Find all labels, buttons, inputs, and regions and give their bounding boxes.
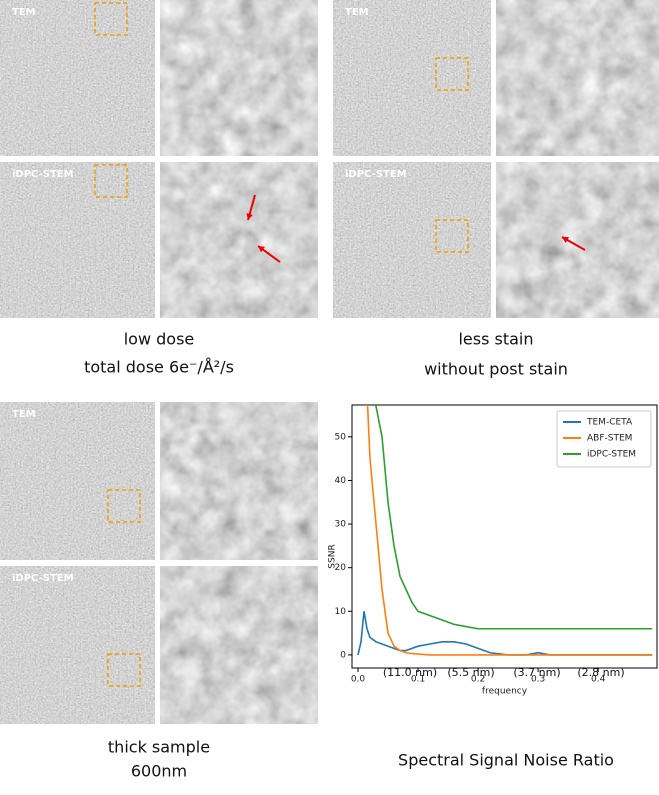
annotation: (3.7 nm) <box>513 666 560 679</box>
arrow-head <box>562 237 569 243</box>
arrow-head <box>258 246 265 253</box>
zoom-image <box>160 0 318 156</box>
region-box <box>107 653 141 687</box>
x-tick-label: 0.4 <box>591 675 606 685</box>
series-line <box>374 405 653 630</box>
region-box <box>435 219 469 253</box>
tile-label: TEM <box>12 409 36 420</box>
x-tick-label: 0.0 <box>351 675 366 685</box>
region-box <box>94 164 128 198</box>
region-box <box>435 57 469 91</box>
x-axis-label: frequency <box>482 687 528 697</box>
y-axis-label: SSNR <box>328 544 338 568</box>
caption: 600nm <box>131 762 187 781</box>
annotation: (5.5 nm) <box>447 666 494 679</box>
micrograph <box>0 402 155 560</box>
x-tick-label: 0.2 <box>471 675 485 685</box>
region-box <box>94 2 128 36</box>
caption: total dose 6e⁻/Å²/s <box>84 358 234 377</box>
series-group <box>357 405 653 656</box>
micrograph <box>0 0 155 156</box>
x-tick-label: 0.1 <box>411 675 425 685</box>
zoom-image <box>160 566 318 724</box>
annotation: (11.0 nm) <box>383 666 437 679</box>
micrograph <box>333 0 491 156</box>
region-box <box>107 489 141 523</box>
arrow-head <box>246 213 253 220</box>
micrograph <box>333 162 491 318</box>
tile-label: iDPC-STEM <box>345 169 407 180</box>
tile-label: TEM <box>345 7 369 18</box>
annotation: (2.8 nm) <box>577 666 624 679</box>
tile-label: iDPC-STEM <box>12 169 74 180</box>
tile-label: TEM <box>12 7 36 18</box>
micrograph <box>0 162 155 318</box>
caption: thick sample <box>108 738 210 757</box>
chart-caption: Spectral Signal Noise Ratio <box>398 751 614 770</box>
legend-label: iDPC-STEM <box>587 450 636 460</box>
zoom-image <box>496 0 659 156</box>
caption: without post stain <box>424 360 568 379</box>
y-tick-label: 40 <box>335 476 347 486</box>
tile-label: iDPC-STEM <box>12 573 74 584</box>
y-tick-label: 30 <box>335 520 347 530</box>
zoom-image <box>160 162 318 318</box>
zoom-image <box>496 162 659 318</box>
caption: low dose <box>124 330 195 349</box>
y-tick-label: 0 <box>340 650 346 660</box>
legend-label: TEM-CETA <box>586 418 633 428</box>
y-tick-label: 20 <box>335 563 347 573</box>
series-line <box>366 405 653 656</box>
x-tick-label: 0.3 <box>531 675 545 685</box>
legend-label: ABF-STEM <box>587 434 632 444</box>
y-tick-label: 50 <box>335 432 347 442</box>
y-tick-label: 10 <box>335 607 347 617</box>
caption: less stain <box>458 330 533 349</box>
zoom-image <box>160 402 318 560</box>
micrograph <box>0 566 155 724</box>
